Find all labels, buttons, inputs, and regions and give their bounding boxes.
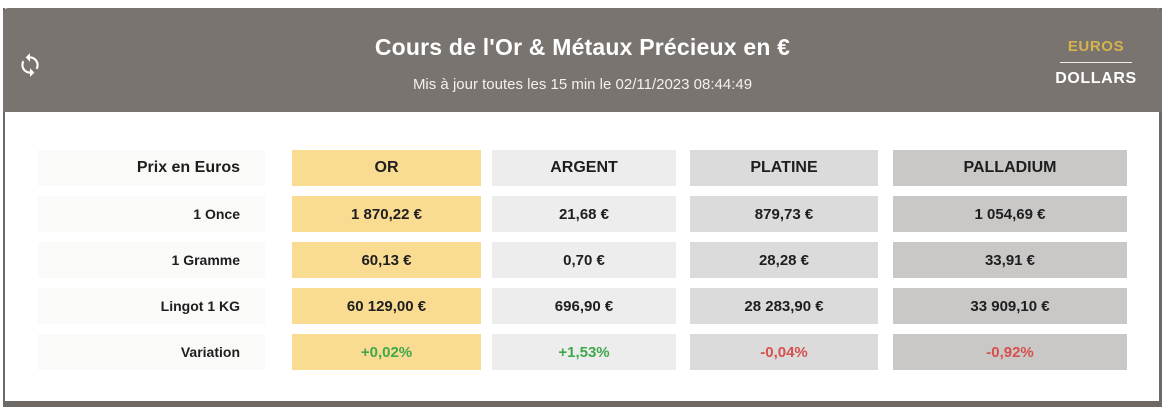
update-status: Mis à jour toutes les 15 min le 02/11/20…: [412, 76, 753, 93]
row-label: 1 Once: [38, 196, 265, 232]
corner-header-cell: Prix en Euros: [38, 150, 265, 186]
price-platine-lingot: 28 283,90 €: [690, 288, 878, 324]
price-argent-gramme: 0,70 €: [492, 242, 676, 278]
gold-price-widget: Cours de l'Or & Métaux Précieux en € Mis…: [3, 8, 1162, 407]
price-platine-gramme: 28,28 €: [690, 242, 878, 278]
variation-platine: -0,04%: [690, 334, 878, 370]
column-header-platine: PLATINE: [690, 150, 878, 186]
widget-header: Cours de l'Or & Métaux Précieux en € Mis…: [3, 8, 1162, 112]
row-label: Lingot 1 KG: [38, 288, 265, 324]
price-palladium-lingot: 33 909,10 €: [893, 288, 1127, 324]
variation-or: +0,02%: [292, 334, 481, 370]
table-row-gramme: 1 Gramme 60,13 € 0,70 € 28,28 € 33,91 €: [5, 242, 1159, 278]
price-palladium-once: 1 054,69 €: [893, 196, 1127, 232]
row-label: 1 Gramme: [38, 242, 265, 278]
column-header-argent: ARGENT: [492, 150, 676, 186]
price-or-once: 1 870,22 €: [292, 196, 481, 232]
table-row-once: 1 Once 1 870,22 € 21,68 € 879,73 € 1 054…: [5, 196, 1159, 232]
column-header-palladium: PALLADIUM: [893, 150, 1127, 186]
header-titles: Cours de l'Or & Métaux Précieux en € Mis…: [3, 34, 1162, 93]
refresh-icon: [21, 53, 39, 77]
table-row-lingot: Lingot 1 KG 60 129,00 € 696,90 € 28 283,…: [5, 288, 1159, 324]
price-or-gramme: 60,13 €: [292, 242, 481, 278]
currency-option-euros[interactable]: EUROS: [1067, 38, 1125, 55]
price-palladium-gramme: 33,91 €: [893, 242, 1127, 278]
refresh-button[interactable]: [17, 52, 43, 78]
currency-toggle: EUROS DOLLARS: [1048, 38, 1144, 88]
variation-palladium: -0,92%: [893, 334, 1127, 370]
price-argent-lingot: 696,90 €: [492, 288, 676, 324]
currency-option-dollars[interactable]: DOLLARS: [1055, 70, 1137, 87]
variation-argent: +1,53%: [492, 334, 676, 370]
table-row-variation: Variation +0,02% +1,53% -0,04% -0,92%: [5, 334, 1159, 370]
currency-divider: [1060, 62, 1132, 63]
table-header-row: Prix en Euros OR ARGENT PLATINE PALLADIU…: [5, 150, 1159, 186]
price-or-lingot: 60 129,00 €: [292, 288, 481, 324]
price-platine-once: 879,73 €: [690, 196, 878, 232]
column-header-or: OR: [292, 150, 481, 186]
price-argent-once: 21,68 €: [492, 196, 676, 232]
prices-table: Prix en Euros OR ARGENT PLATINE PALLADIU…: [5, 112, 1159, 370]
page-title: Cours de l'Or & Métaux Précieux en €: [374, 34, 791, 60]
row-label: Variation: [38, 334, 265, 370]
